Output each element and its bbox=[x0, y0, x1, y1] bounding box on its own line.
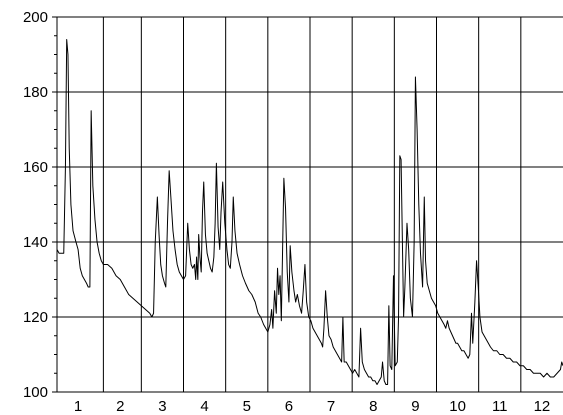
y-tick-label: 140 bbox=[23, 234, 48, 251]
x-axis-tick-labels: 1 2 3 4 5 6 7 8 9 10 11 12 bbox=[74, 398, 550, 415]
axes bbox=[52, 16, 563, 393]
y-tick-label: 200 bbox=[23, 9, 48, 26]
x-tick-label: 5 bbox=[243, 398, 251, 415]
x-tick-label: 10 bbox=[449, 398, 466, 415]
series-layer bbox=[56, 39, 563, 385]
y-tick-label: 180 bbox=[23, 84, 48, 101]
x-tick-label: 9 bbox=[411, 398, 419, 415]
series-line bbox=[56, 39, 563, 385]
x-tick-label: 11 bbox=[492, 398, 508, 415]
y-tick-label: 160 bbox=[23, 159, 48, 176]
y-tick-label: 100 bbox=[23, 384, 48, 401]
vertical-gridlines bbox=[102, 17, 522, 392]
x-tick-label: 4 bbox=[200, 398, 208, 415]
x-tick-label: 6 bbox=[285, 398, 293, 415]
y-tick-label: 120 bbox=[23, 309, 48, 326]
x-tick-label: 7 bbox=[327, 398, 335, 415]
y-axis-tick-labels: 100 120 140 160 180 200 bbox=[23, 9, 48, 401]
x-tick-label: 8 bbox=[369, 398, 377, 415]
x-tick-label: 3 bbox=[158, 398, 166, 415]
x-tick-label: 12 bbox=[534, 398, 551, 415]
x-tick-label: 1 bbox=[74, 398, 82, 415]
x-tick-label: 2 bbox=[116, 398, 124, 415]
